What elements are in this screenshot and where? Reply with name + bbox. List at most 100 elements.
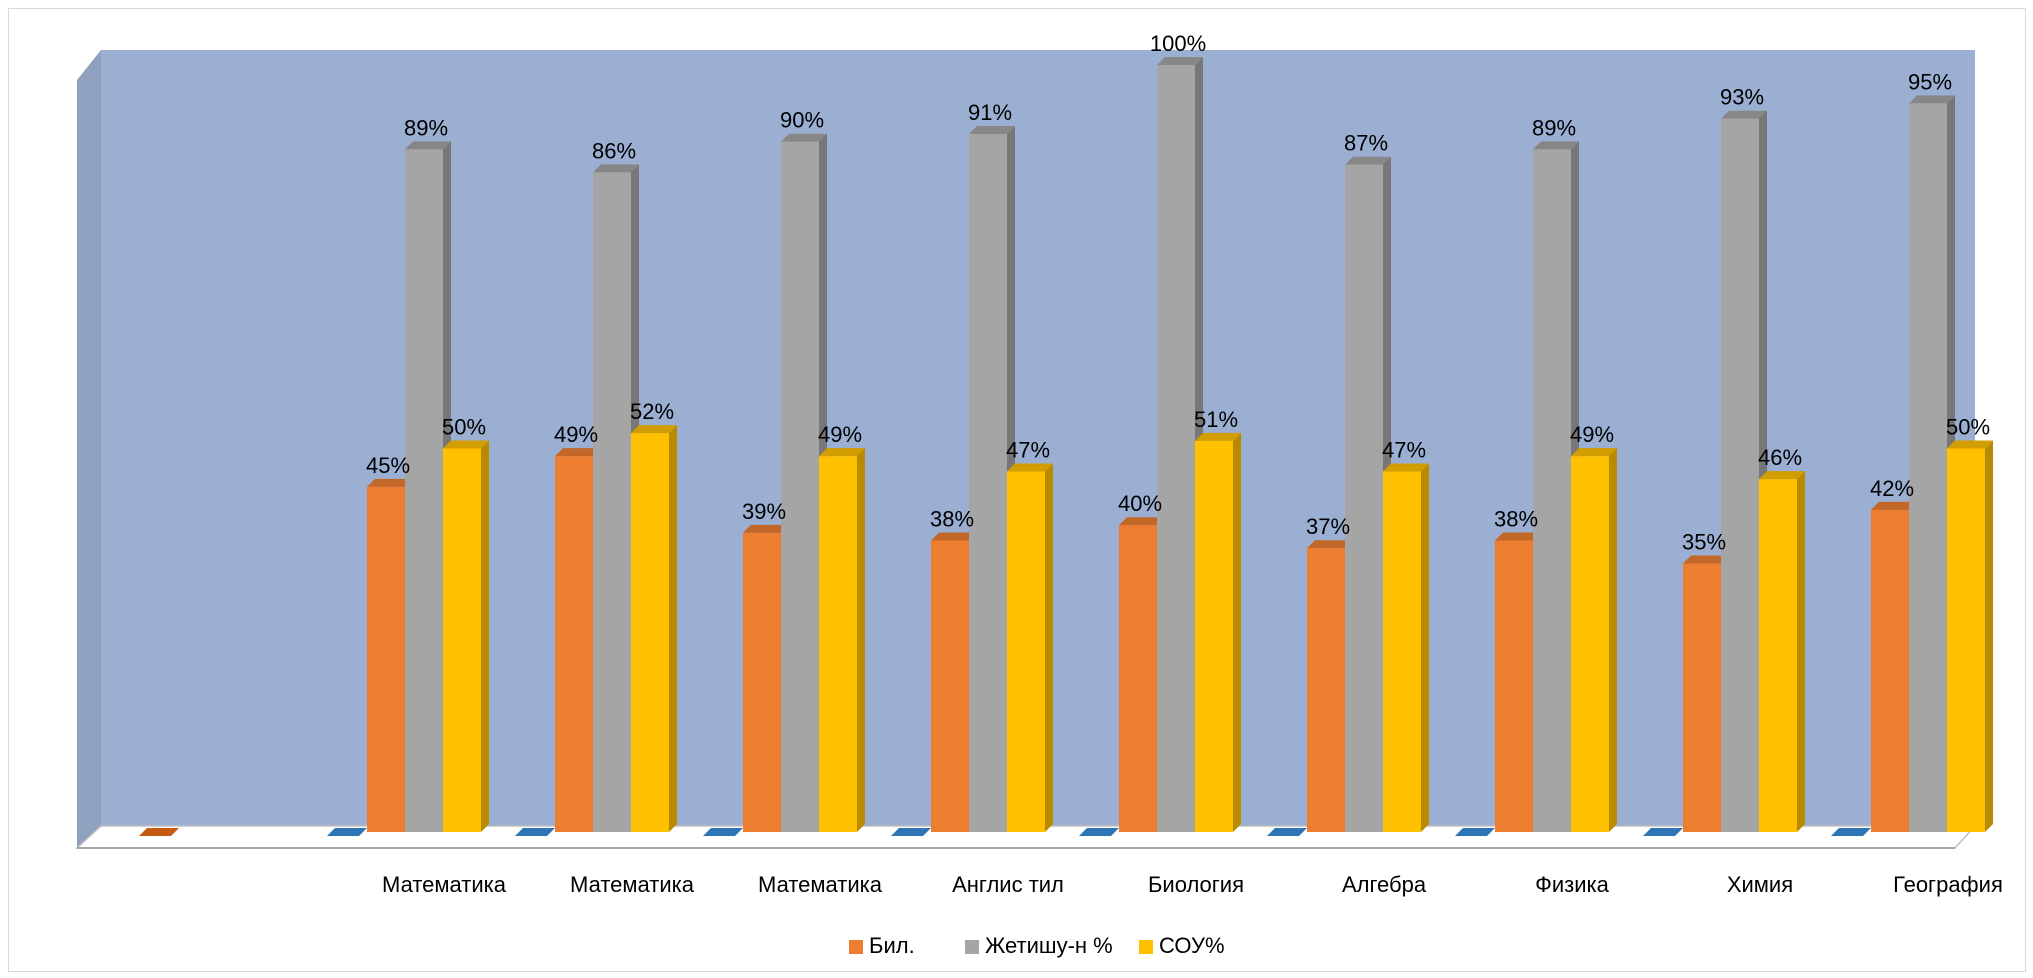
bar-1-3-top [781,133,827,142]
category-label-5: Биология [1148,872,1244,897]
data-label-2-2: 52% [630,399,674,424]
data-labels: 45% 89% 50% 49% 86% 52% 39% 90% 49% 38% 91% 47% 40% 1… [366,31,1990,555]
data-label-1-5: 100% [1150,31,1206,56]
bar-0-7-front [1495,540,1533,832]
bar-2-7-top [1571,448,1617,457]
bar-0-4-top [931,532,977,541]
bar-1-4-front [969,134,1007,832]
bar-0-1-front [367,486,405,832]
data-label-1-2: 86% [592,138,636,163]
bar-1-9-front [1909,103,1947,833]
bar-2-3 [819,448,865,832]
bar-2-5 [1195,432,1241,832]
bar-2-8-top [1759,471,1805,480]
category-label-9: География [1893,872,2003,897]
bar-2-6-front [1383,471,1421,832]
bar-1-5-top [1157,57,1203,65]
bar-2-2-side [669,425,677,832]
bar-2-6-top [1383,463,1429,472]
data-label-2-7: 49% [1570,422,1614,447]
zero-bar-5 [1079,828,1119,836]
bar-0-2-front [555,456,593,832]
data-label-2-9: 50% [1946,415,1990,440]
bar-2-1 [443,440,489,832]
data-label-0-7: 38% [1494,507,1538,532]
category-label-2: Математика [570,872,695,897]
bar-0-8-front [1683,563,1721,832]
bar-0-9-front [1871,509,1909,832]
data-label-2-4: 47% [1006,438,1050,463]
bar-1-4 [969,126,1015,832]
legend-swatch-0 [849,940,863,954]
bar-0-8-top [1683,555,1729,564]
bar-2-8-side [1797,471,1805,832]
bar-1-7-top [1533,141,1579,150]
zero-bar-0 [139,828,179,836]
bar-2-4-side [1045,463,1053,832]
bar-2-2-front [631,433,669,832]
bar-1-6-front [1345,164,1383,832]
data-label-1-4: 91% [968,100,1012,125]
legend-label-2: СОУ% [1159,933,1225,958]
data-label-0-6: 37% [1306,514,1350,539]
category-label-6: Алгебра [1342,872,1427,897]
bar-0-5-front [1119,525,1157,832]
zero-bar-8 [1643,828,1683,836]
bar-1-3-front [781,141,819,832]
bar-2-1-side [481,440,489,832]
bar-2-2-top [631,425,677,434]
data-label-1-6: 87% [1344,131,1388,156]
data-label-1-9: 95% [1908,69,1952,94]
bar-2-3-front [819,456,857,832]
bar-2-4-top [1007,463,1053,472]
data-label-0-4: 38% [930,507,974,532]
bar-0-3-top [743,524,789,533]
data-label-0-5: 40% [1118,491,1162,516]
legend-swatch-2 [1139,940,1153,954]
category-label-4: Англис тил [952,872,1064,897]
bar-1-1-top [405,141,451,150]
bar-2-1-front [443,448,481,832]
bar-2-6 [1383,463,1429,832]
zero-bar-3 [703,828,743,836]
data-label-0-8: 35% [1682,530,1726,555]
bar-0-9-top [1871,501,1917,510]
bar-2-9-top [1947,440,1993,449]
bar-1-2-front [593,172,631,832]
bar-2-2 [631,425,677,832]
bar-2-3-top [819,448,865,457]
bar-1-7-front [1533,149,1571,832]
data-label-2-5: 51% [1194,407,1238,432]
bar-2-5-side [1233,432,1241,832]
data-label-2-6: 47% [1382,438,1426,463]
bar-2-5-top [1195,432,1241,441]
category-label-7: Физика [1535,872,1609,897]
bar-2-1-top [443,440,489,449]
data-label-1-8: 93% [1720,85,1764,110]
legend-swatch-1 [965,940,979,954]
data-label-1-3: 90% [780,108,824,133]
bar-2-7 [1571,448,1617,832]
bar-0-7-top [1495,532,1541,541]
legend: Бил. Жетишу-н % СОУ% [849,933,1225,958]
bar-0-2-top [555,448,601,457]
legend-label-0: Бил. [869,933,915,958]
bar-2-9-side [1985,440,1993,832]
zero-bar-4 [891,828,931,836]
data-label-1-7: 89% [1532,115,1576,140]
zero-bar-2 [515,828,555,836]
category-label-8: Химия [1727,872,1793,897]
data-label-2-3: 49% [818,422,862,447]
bar-0-3-front [743,532,781,832]
bar-0-4-front [931,540,969,832]
bar-2-8 [1759,471,1805,832]
side-wall [77,50,101,848]
bar-2-7-front [1571,456,1609,832]
zero-bar-1 [327,828,367,836]
zero-bar-6 [1267,828,1307,836]
category-label-3: Математика [758,872,883,897]
bar-0-6-front [1307,548,1345,832]
chart-svg: 45% 89% 50% 49% 86% 52% 39% 90% 49% 38% 91% 47% 40% 1… [75,31,2003,958]
bar-2-6-side [1421,463,1429,832]
bar-2-4 [1007,463,1053,832]
